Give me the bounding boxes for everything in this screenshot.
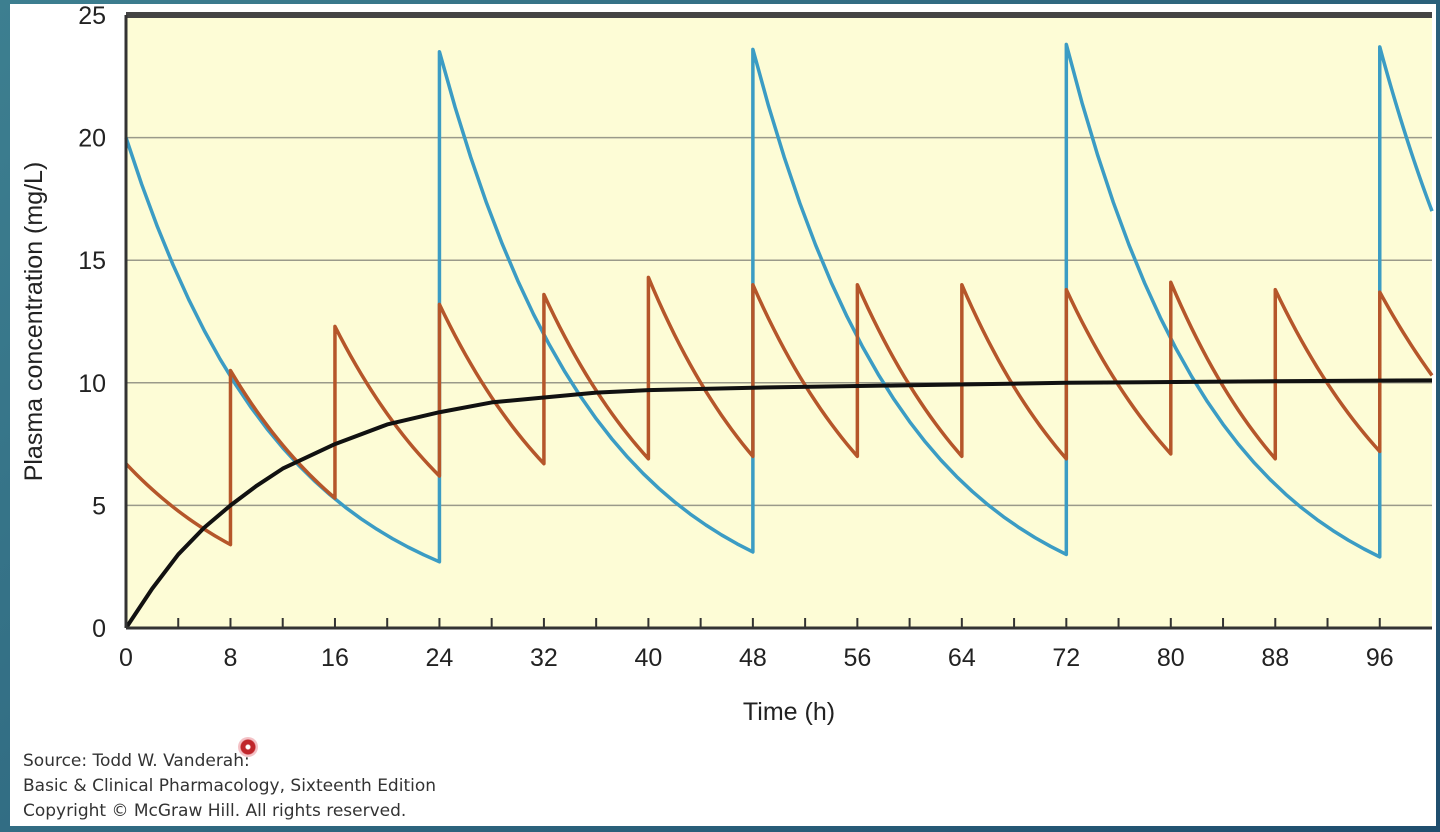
plasma-concentration-chart: 0 5 10 15 20 25 0 8 16 24 32 40 48 56 64 72 80 88 96 Time … [20,4,1434,726]
x-tick-label: 72 [1052,644,1080,672]
x-tick-label: 32 [530,644,558,672]
x-axis-label: Time (h) [743,698,835,726]
source-line: Source: Todd W. Vanderah: [23,751,250,771]
x-tick-label: 56 [843,644,871,672]
x-tick-label: 0 [119,644,133,672]
source-book: Basic & Clinical Pharmacology, Sixteenth… [23,776,437,796]
y-axis-label: Plasma concentration (mg/L) [20,162,48,482]
x-tick-label: 64 [948,644,976,672]
y-tick-label: 10 [78,370,106,398]
x-tick-label: 24 [426,644,454,672]
x-tick-label: 40 [634,644,662,672]
x-tick-label: 16 [321,644,349,672]
plot-area [126,15,1432,628]
y-tick-label: 25 [78,4,106,30]
slide-panel: 0 5 10 15 20 25 0 8 16 24 32 40 48 56 64 72 80 88 96 Time … [10,4,1436,826]
y-tick-label: 0 [92,615,106,643]
series-line-3 [124,378,1433,630]
x-tick-label: 80 [1157,644,1185,672]
mouse-cursor-indicator [238,737,258,757]
x-tick-label: 88 [1261,644,1289,672]
source-copyright: Copyright © McGraw Hill. All rights rese… [23,801,407,821]
y-tick-label: 5 [92,492,106,520]
y-tick-label: 20 [78,125,106,153]
series-line-1 [124,42,1434,564]
x-tick-label: 8 [224,644,238,672]
x-tick-label: 48 [739,644,767,672]
y-tick-label: 15 [78,247,106,275]
x-tick-label: 96 [1366,644,1394,672]
